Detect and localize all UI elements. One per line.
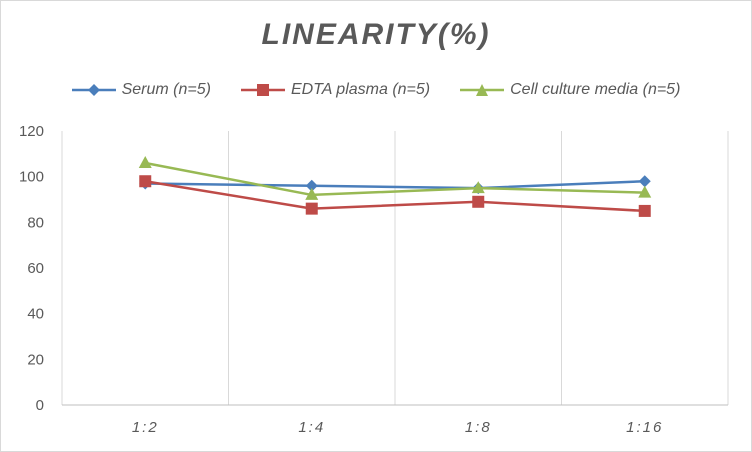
y-tick-label-40: 40: [27, 306, 44, 323]
point-cell-culture-media-n-5-1-4: [305, 187, 319, 200]
y-tick-label-80: 80: [27, 214, 44, 231]
x-tick-label-1-2: 1:2: [132, 419, 159, 436]
legend-label-cell-culture-media: Cell culture media (n=5): [510, 81, 681, 98]
legend-label-serum: Serum (n=5): [121, 81, 211, 98]
legend-marker-cell-culture-media: [460, 84, 505, 96]
x-tick-label-1-4: 1:4: [298, 419, 325, 436]
x-tick-label-1-8: 1:8: [465, 419, 492, 436]
point-cell-culture-media-n-5-1-16: [638, 185, 652, 198]
y-tick-label-100: 100: [19, 169, 44, 186]
y-tick-label-60: 60: [27, 260, 44, 277]
point-edta-plasma-n-5-1-4: [305, 202, 318, 215]
y-tick-label-20: 20: [27, 351, 44, 368]
legend-label-edta-plasma: EDTA plasma (n=5): [290, 81, 431, 98]
point-serum-n-5-1-16: [638, 175, 651, 188]
legend-item-edta-plasma: EDTA plasma (n=5): [240, 81, 431, 99]
legend-item-cell-culture-media: Cell culture media (n=5): [460, 81, 680, 99]
legend-item-serum: Serum (n=5): [71, 81, 211, 99]
legend-marker-serum: [71, 84, 116, 96]
point-edta-plasma-n-5-1-16: [638, 204, 651, 217]
legend-marker-edta-plasma: [240, 84, 285, 96]
point-edta-plasma-n-5-1-8: [472, 195, 485, 208]
point-serum-n-5-1-4: [305, 179, 318, 192]
chart-title: LINEARITY(%): [261, 18, 491, 51]
series-line-serum-n-5: [145, 179, 645, 190]
x-tick-label-1-16: 1:16: [626, 419, 663, 436]
series-line-cell-culture-media-n-5: [145, 161, 645, 197]
point-cell-culture-media-n-5-1-8: [471, 181, 485, 194]
series-line-edta-plasma-n-5: [145, 179, 645, 213]
chart-legend: Serum (n=5) EDTA plasma (n=5) Cell cultu…: [0, 79, 752, 101]
y-tick-label-0: 0: [36, 397, 44, 414]
y-tick-label-120: 120: [19, 123, 44, 140]
point-edta-plasma-n-5-1-2: [139, 175, 152, 188]
point-cell-culture-media-n-5-1-2: [138, 155, 152, 168]
